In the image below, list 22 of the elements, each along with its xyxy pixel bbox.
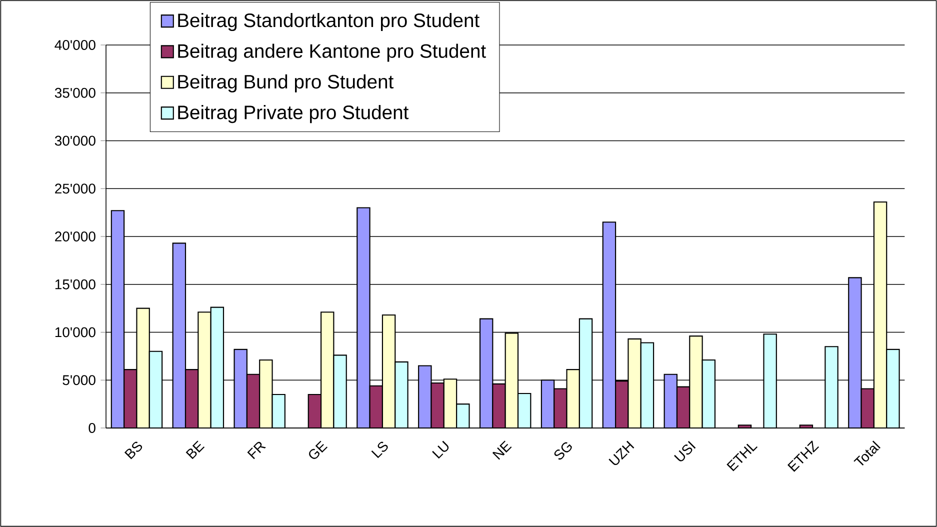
- y-tick-label: 30'000: [54, 136, 96, 146]
- y-tick-label: 25'000: [55, 184, 96, 194]
- x-tick-label: FR: [247, 442, 266, 460]
- legend-label: Beitrag andere Kantone pro Student: [178, 44, 486, 62]
- x-tick-label: USI: [674, 441, 696, 462]
- y-tick-label: 10'000: [55, 327, 96, 338]
- legend-label: Beitrag Private pro Student: [178, 105, 409, 124]
- y-tick-label: 5'000: [62, 375, 96, 386]
- x-tick-label: BE: [186, 440, 205, 460]
- x-tick-label: LU: [432, 440, 449, 459]
- y-tick-label: 20'000: [55, 232, 96, 242]
- x-tick-label: GE: [309, 440, 328, 459]
- y-tick-label: 40'000: [54, 40, 96, 50]
- x-tick-label: NE: [492, 440, 512, 460]
- y-tick-label: 0: [88, 423, 96, 433]
- x-tick-label: LS: [371, 442, 388, 458]
- x-tick-label: BS: [124, 442, 142, 460]
- x-tick-label: SG: [554, 442, 572, 460]
- legend-label: Beitrag Bund pro Student: [178, 74, 394, 92]
- y-tick-label: 35'000: [54, 88, 96, 98]
- legend-label: Beitrag Standortkanton pro Student: [178, 13, 480, 32]
- y-tick-label: 15'000: [55, 279, 96, 290]
